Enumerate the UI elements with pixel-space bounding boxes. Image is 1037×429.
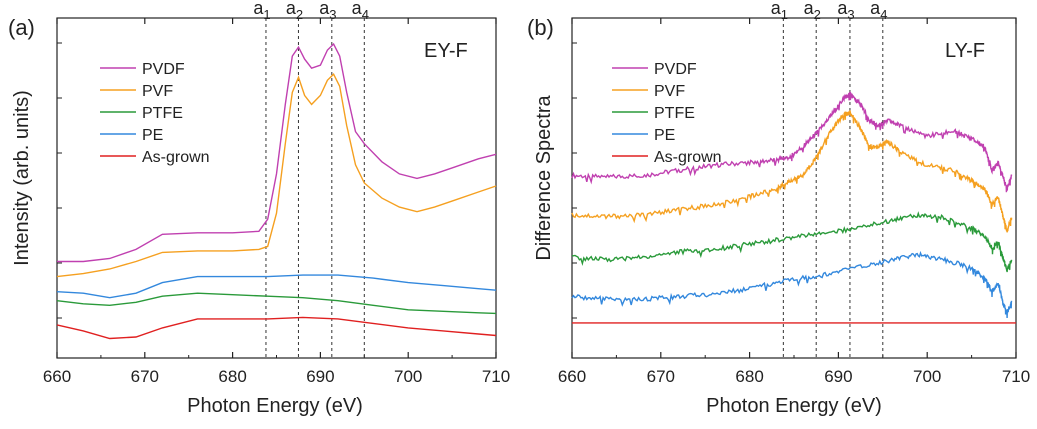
marker-label-a2: a2 (286, 0, 303, 22)
x-tick-label: 700 (394, 367, 422, 386)
x-axis-label-a: Photon Energy (eV) (187, 395, 363, 417)
x-tick-label: 670 (647, 367, 675, 386)
x-tick-label: 670 (131, 367, 159, 386)
legend-label-pvdf: PVDF (142, 61, 185, 78)
x-tick-label: 680 (218, 367, 246, 386)
x-tick-label: 680 (735, 367, 763, 386)
x-tick-label: 710 (1002, 367, 1030, 386)
series-line-pvdf (571, 91, 1013, 193)
mode-label-b: LY-F (945, 40, 985, 62)
series-line-ptfe (571, 211, 1013, 273)
legend-label-pvdf: PVDF (654, 61, 697, 78)
series-line-pe (56, 274, 497, 299)
panel-b: (b) LY-F Photon Energy (eV) Difference S… (527, 0, 1030, 417)
marker-label-a3: a3 (837, 0, 854, 22)
legend-label-as-grown: As-grown (142, 149, 210, 166)
series-line-as-grown (56, 316, 497, 340)
legend-label-pe: PE (142, 127, 163, 144)
series-line-pvdf (57, 42, 497, 263)
panel-a: (a) EY-F Photon Energy (eV) Intensity (a… (8, 0, 510, 417)
marker-label-a1: a1 (253, 0, 270, 22)
x-tick-label: 700 (913, 367, 941, 386)
x-tick-label: 660 (43, 367, 71, 386)
x-tick-label: 690 (306, 367, 334, 386)
x-tick-label: 690 (824, 367, 852, 386)
series-line-ptfe (56, 292, 497, 315)
series-line-pe (571, 250, 1013, 319)
plot-frame (571, 17, 1017, 359)
legend-label-ptfe: PTFE (654, 105, 695, 122)
series-line-pvf (56, 73, 497, 278)
x-tick-label: 710 (482, 367, 510, 386)
x-tick-label: 660 (558, 367, 586, 386)
panel-label-b: (b) (527, 15, 554, 40)
legend-label-pvf: PVF (654, 83, 685, 100)
plot-frame (56, 17, 497, 359)
series-line-pvf (571, 110, 1013, 233)
plot-area-a: 660 670 680 690 700 710 a1 a2 a3 a4 PVDF PVF PTFE PE A… (43, 0, 510, 386)
panel-label-a: (a) (8, 15, 35, 40)
legend-label-ptfe: PTFE (142, 105, 183, 122)
x-axis-label-b: Photon Energy (eV) (706, 395, 882, 417)
marker-label-a1: a1 (771, 0, 788, 22)
marker-label-a2: a2 (804, 0, 821, 22)
marker-label-a3: a3 (319, 0, 336, 22)
legend-label-pvf: PVF (142, 83, 173, 100)
mode-label-a: EY-F (424, 40, 468, 62)
legend-label-as-grown: As-grown (654, 149, 722, 166)
marker-label-a4: a4 (870, 0, 887, 22)
marker-label-a4: a4 (352, 0, 369, 22)
legend-label-pe: PE (654, 127, 675, 144)
y-axis-label-b: Difference Spectra (533, 94, 555, 260)
y-axis-label-a: Intensity (arb. units) (11, 90, 33, 266)
plot-area-b: 660 670 680 690 700 710 a1 a2 a3 a4 PVDF PVF PTFE PE A… (558, 0, 1030, 386)
